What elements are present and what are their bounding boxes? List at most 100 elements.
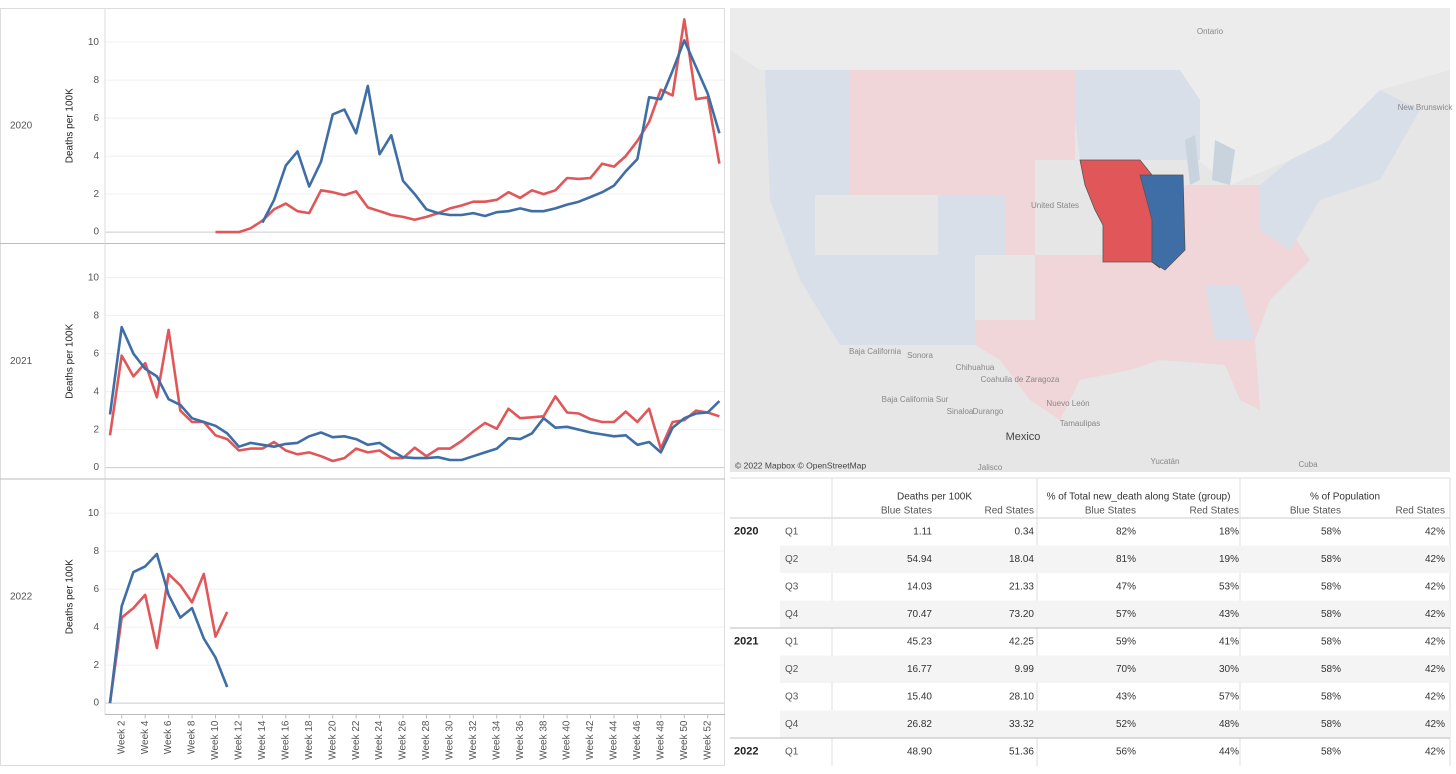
x-tick-label: Week 40 bbox=[562, 720, 573, 760]
table-cell: 21.33 bbox=[1009, 581, 1034, 592]
map-label: Tamaulipas bbox=[1060, 419, 1100, 428]
series-line bbox=[108, 572, 229, 704]
table-cell: 14.03 bbox=[907, 581, 932, 592]
table-cell: 26.82 bbox=[907, 719, 932, 730]
row-band bbox=[780, 600, 1450, 628]
map bbox=[730, 8, 1450, 472]
map-label: Jalisco bbox=[978, 463, 1003, 472]
table-cell: 42% bbox=[1425, 664, 1445, 675]
table-cell: 70.47 bbox=[907, 609, 932, 620]
y-tick-label: 0 bbox=[93, 698, 99, 709]
table-cell: 81% bbox=[1116, 554, 1136, 565]
table-cell: 42% bbox=[1425, 691, 1445, 702]
great-lakes bbox=[1185, 135, 1235, 185]
y-tick-label: 4 bbox=[93, 386, 99, 397]
map-label: Nuevo León bbox=[1046, 399, 1089, 408]
table-cell: 54.94 bbox=[907, 554, 932, 565]
table-cell: 53% bbox=[1219, 581, 1239, 592]
table-cell: 42% bbox=[1425, 609, 1445, 620]
map-label: Baja California bbox=[849, 347, 902, 356]
table-cell: 42% bbox=[1425, 719, 1445, 730]
table-cell: 0.34 bbox=[1015, 526, 1035, 537]
sub-header: Blue States bbox=[1085, 506, 1136, 517]
group-header: % of Population bbox=[1310, 492, 1380, 503]
red-south bbox=[975, 185, 1310, 420]
x-tick-label: Week 52 bbox=[702, 720, 713, 760]
x-tick-label: Week 6 bbox=[163, 720, 174, 754]
series-line bbox=[215, 18, 721, 234]
y-tick-label: 8 bbox=[93, 75, 99, 86]
table-cell: 52% bbox=[1116, 719, 1136, 730]
table-cell: 73.20 bbox=[1009, 609, 1034, 620]
y-tick-label: 6 bbox=[93, 113, 99, 124]
table-cell: 42.25 bbox=[1009, 636, 1034, 647]
x-tick-label: Week 36 bbox=[515, 720, 526, 760]
series-line bbox=[108, 325, 721, 462]
table-cell: 15.40 bbox=[907, 691, 932, 702]
row-band bbox=[780, 655, 1450, 683]
x-tick-label: Week 16 bbox=[280, 720, 291, 760]
illinois bbox=[1139, 174, 1186, 271]
quarter-label: Q1 bbox=[785, 636, 799, 647]
y-tick-label: 0 bbox=[93, 227, 99, 238]
table-cell: 70% bbox=[1116, 664, 1136, 675]
table-cell: 58% bbox=[1321, 636, 1341, 647]
table-cell: 48.90 bbox=[907, 746, 932, 757]
row-label: 2020 bbox=[10, 120, 33, 131]
map-label: Coahuila de Zaragoza bbox=[981, 375, 1060, 384]
table-cell: 59% bbox=[1116, 636, 1136, 647]
map-label: United States bbox=[1031, 201, 1079, 210]
y-axis-title: Deaths per 100K bbox=[65, 88, 76, 163]
x-tick-label: Week 12 bbox=[234, 720, 245, 760]
x-tick-label: Week 10 bbox=[210, 720, 221, 760]
series-line bbox=[108, 328, 720, 463]
x-tick-label: Week 30 bbox=[445, 720, 456, 760]
map-label: Mexico bbox=[1006, 431, 1041, 443]
blue-southwest bbox=[880, 195, 1005, 345]
table-cell: 58% bbox=[1321, 554, 1341, 565]
map-label: Sonora bbox=[907, 351, 933, 360]
y-tick-label: 4 bbox=[93, 622, 99, 633]
quarter-label: Q3 bbox=[785, 691, 799, 702]
table-cell: 57% bbox=[1116, 609, 1136, 620]
table-cell: 51.36 bbox=[1009, 746, 1034, 757]
sub-header: Red States bbox=[1396, 506, 1445, 517]
table-cell: 18.04 bbox=[1009, 554, 1034, 565]
table-cell: 44% bbox=[1219, 746, 1239, 757]
y-tick-label: 8 bbox=[93, 546, 99, 557]
blue-west bbox=[765, 70, 880, 345]
y-tick-label: 4 bbox=[93, 151, 99, 162]
table-cell: 58% bbox=[1321, 581, 1341, 592]
table-cell: 42% bbox=[1425, 581, 1445, 592]
table-cell: 42% bbox=[1425, 526, 1445, 537]
x-tick-label: Week 20 bbox=[327, 720, 338, 760]
x-tick-label: Week 50 bbox=[679, 720, 690, 760]
table-cell: 41% bbox=[1219, 636, 1239, 647]
y-tick-label: 10 bbox=[88, 508, 100, 519]
quarter-label: Q4 bbox=[785, 609, 799, 620]
map-labels: Ontario United States Baja California Sonor… bbox=[735, 27, 1453, 472]
table-cell: 42% bbox=[1425, 746, 1445, 757]
quarter-label: Q3 bbox=[785, 581, 799, 592]
quarter-label: Q2 bbox=[785, 554, 799, 565]
x-tick-label: Week 18 bbox=[304, 720, 315, 760]
map-attribution: © 2022 Mapbox © OpenStreetMap bbox=[735, 460, 866, 470]
y-tick-label: 2 bbox=[93, 660, 99, 671]
map-label: Sinaloa bbox=[947, 407, 974, 416]
year-label: 2022 bbox=[734, 746, 758, 758]
table-cell: 33.32 bbox=[1009, 719, 1034, 730]
table-cell: 16.77 bbox=[907, 664, 932, 675]
canada bbox=[730, 8, 1450, 185]
x-tick-label: Week 42 bbox=[585, 720, 596, 760]
x-tick-label: Week 32 bbox=[468, 720, 479, 760]
x-tick-label: Week 26 bbox=[398, 720, 409, 760]
map-label: Durango bbox=[973, 407, 1004, 416]
y-axis-title: Deaths per 100K bbox=[65, 559, 76, 634]
series-line bbox=[261, 39, 721, 224]
x-tick-label: Week 34 bbox=[491, 720, 502, 760]
blue-midwest bbox=[1075, 70, 1200, 160]
y-axis-title: Deaths per 100K bbox=[65, 323, 76, 398]
quarter-label: Q1 bbox=[785, 526, 799, 537]
row-band bbox=[780, 710, 1450, 738]
